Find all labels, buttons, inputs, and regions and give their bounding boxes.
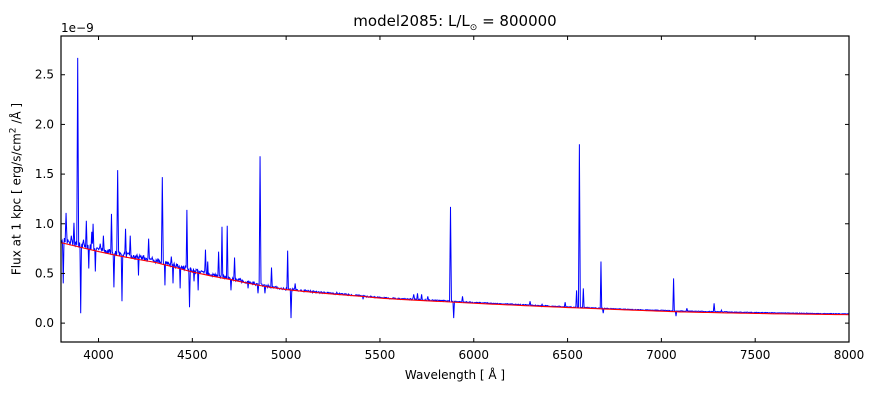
spectrum-line <box>61 57 849 319</box>
x-tick-label: 7000 <box>646 348 677 362</box>
y-axis-label: Flux at 1 kpc [ erg/s/cm2 /Å ] <box>8 102 24 276</box>
x-tick-label: 8000 <box>834 348 865 362</box>
x-tick-label: 4000 <box>83 348 114 362</box>
y-tick-label: 0.0 <box>35 316 54 330</box>
y-tick-label: 2.0 <box>35 117 54 131</box>
continuum-line <box>61 242 849 316</box>
title-text: model2085: L/L <box>353 12 470 30</box>
y-tick-label: 2.5 <box>35 68 54 82</box>
sun-symbol: ⊙ <box>469 23 478 33</box>
x-tick-label: 4500 <box>177 348 208 362</box>
x-tick-label: 6500 <box>552 348 583 362</box>
x-axis-label: Wavelength [ Å ] <box>404 368 506 382</box>
y-axis-offset-text: 1e−9 <box>61 21 94 35</box>
plot-title: model2085: L/L⊙ = 800000 <box>353 12 556 33</box>
axis-ticks <box>61 36 850 342</box>
axis-tick-labels: 4000 4500 5000 5500 6000 6500 7000 7500 8000 0.0 0… <box>35 68 864 362</box>
y-tick-label: 1.5 <box>35 167 54 181</box>
x-tick-label: 5000 <box>271 348 302 362</box>
x-tick-label: 5500 <box>365 348 396 362</box>
title-value: = 800000 <box>477 12 557 30</box>
axes-frame <box>60 35 850 343</box>
x-tick-label: 7500 <box>740 348 771 362</box>
superscript-2: 2 <box>8 127 19 134</box>
y-tick-label: 0.5 <box>35 266 54 280</box>
x-tick-label: 6000 <box>458 348 489 362</box>
y-tick-label: 1.0 <box>35 217 54 231</box>
